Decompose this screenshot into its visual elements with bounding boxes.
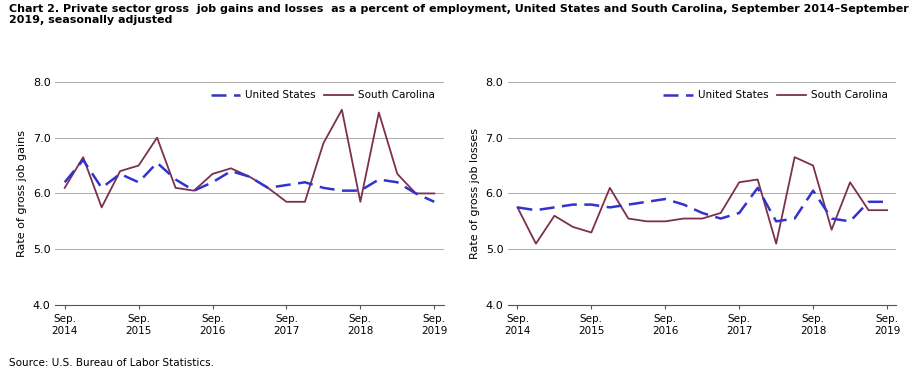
United States [429, 199, 440, 204]
South Carolina [789, 155, 800, 159]
South Carolina [225, 166, 237, 170]
South Carolina [281, 199, 292, 204]
South Carolina [188, 189, 200, 193]
United States [373, 177, 384, 182]
Text: Source: U.S. Bureau of Labor Statistics.: Source: U.S. Bureau of Labor Statistics. [9, 358, 214, 368]
United States [771, 219, 782, 224]
South Carolina [262, 186, 274, 190]
United States [734, 211, 745, 215]
United States [826, 217, 837, 221]
South Carolina [512, 205, 523, 209]
South Carolina [78, 155, 89, 159]
United States [549, 205, 560, 209]
United States [96, 186, 107, 190]
United States [789, 217, 800, 221]
Line: South Carolina: South Carolina [65, 110, 434, 207]
United States [299, 180, 310, 185]
United States [355, 189, 366, 193]
United States [392, 180, 403, 185]
South Carolina [170, 186, 181, 190]
Y-axis label: Rate of gross job gains: Rate of gross job gains [18, 130, 28, 257]
South Carolina [549, 214, 560, 218]
United States [512, 205, 523, 209]
South Carolina [59, 186, 70, 190]
United States [207, 180, 218, 185]
South Carolina [863, 208, 874, 212]
South Carolina [429, 191, 440, 196]
South Carolina [373, 110, 384, 115]
South Carolina [641, 219, 652, 224]
South Carolina [567, 225, 578, 229]
Legend: United States, South Carolina: United States, South Carolina [208, 87, 438, 103]
South Carolina [752, 177, 763, 182]
United States [641, 199, 652, 204]
South Carolina [734, 180, 745, 185]
United States [530, 208, 541, 212]
South Carolina [244, 174, 255, 179]
United States [318, 186, 329, 190]
Text: Chart 2. Private sector gross  job gains and losses  as a percent of employment,: Chart 2. Private sector gross job gains … [9, 4, 909, 25]
South Carolina [355, 199, 366, 204]
United States [152, 161, 163, 165]
United States [244, 174, 255, 179]
South Carolina [586, 230, 597, 235]
United States [78, 158, 89, 162]
Y-axis label: Rate of gross job losses: Rate of gross job losses [470, 128, 480, 259]
South Carolina [771, 241, 782, 246]
United States [604, 205, 615, 209]
United States [863, 199, 874, 204]
South Carolina [336, 108, 347, 112]
South Carolina [697, 217, 708, 221]
United States [188, 189, 200, 193]
South Carolina [604, 186, 615, 190]
United States [808, 189, 819, 193]
South Carolina [152, 135, 163, 140]
South Carolina [660, 219, 671, 224]
United States [586, 202, 597, 207]
United States [262, 186, 274, 190]
United States [115, 172, 126, 176]
South Carolina [133, 163, 144, 168]
United States [59, 180, 70, 185]
United States [133, 180, 144, 185]
United States [336, 189, 347, 193]
South Carolina [678, 217, 689, 221]
Line: United States: United States [65, 160, 434, 202]
Line: South Carolina: South Carolina [517, 157, 887, 244]
South Carolina [715, 211, 726, 215]
South Carolina [826, 228, 837, 232]
South Carolina [623, 217, 634, 221]
United States [660, 197, 671, 201]
South Carolina [845, 180, 856, 185]
United States [225, 169, 237, 173]
Legend: United States, South Carolina: United States, South Carolina [661, 87, 891, 103]
South Carolina [881, 208, 893, 212]
United States [752, 186, 763, 190]
Line: United States: United States [517, 188, 887, 221]
United States [678, 202, 689, 207]
United States [281, 183, 292, 187]
South Carolina [808, 163, 819, 168]
South Carolina [115, 169, 126, 173]
United States [715, 217, 726, 221]
South Carolina [410, 191, 421, 196]
United States [623, 202, 634, 207]
South Carolina [392, 172, 403, 176]
South Carolina [318, 141, 329, 145]
South Carolina [96, 205, 107, 209]
United States [410, 191, 421, 196]
United States [881, 199, 893, 204]
South Carolina [207, 172, 218, 176]
United States [170, 177, 181, 182]
South Carolina [299, 199, 310, 204]
United States [845, 219, 856, 224]
South Carolina [530, 241, 541, 246]
United States [567, 202, 578, 207]
United States [697, 211, 708, 215]
